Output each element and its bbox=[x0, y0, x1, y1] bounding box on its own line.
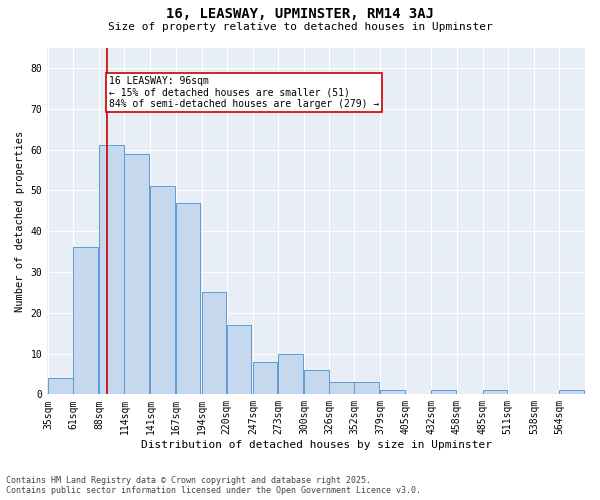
Text: Contains HM Land Registry data © Crown copyright and database right 2025.
Contai: Contains HM Land Registry data © Crown c… bbox=[6, 476, 421, 495]
Text: 16 LEASWAY: 96sqm
← 15% of detached houses are smaller (51)
84% of semi-detached: 16 LEASWAY: 96sqm ← 15% of detached hous… bbox=[109, 76, 379, 110]
Bar bbox=[151, 186, 175, 394]
Bar bbox=[73, 248, 98, 394]
Bar bbox=[48, 378, 73, 394]
Bar bbox=[304, 370, 329, 394]
Bar bbox=[482, 390, 507, 394]
Bar bbox=[278, 354, 302, 395]
Bar bbox=[431, 390, 456, 394]
Bar bbox=[100, 146, 124, 394]
Y-axis label: Number of detached properties: Number of detached properties bbox=[15, 130, 25, 312]
X-axis label: Distribution of detached houses by size in Upminster: Distribution of detached houses by size … bbox=[140, 440, 491, 450]
Text: Size of property relative to detached houses in Upminster: Size of property relative to detached ho… bbox=[107, 22, 493, 32]
Text: 16, LEASWAY, UPMINSTER, RM14 3AJ: 16, LEASWAY, UPMINSTER, RM14 3AJ bbox=[166, 8, 434, 22]
Bar bbox=[380, 390, 405, 394]
Bar bbox=[354, 382, 379, 394]
Bar bbox=[176, 202, 200, 394]
Bar bbox=[253, 362, 277, 394]
Bar bbox=[202, 292, 226, 394]
Bar bbox=[329, 382, 354, 394]
Bar bbox=[227, 325, 251, 394]
Bar bbox=[559, 390, 584, 394]
Bar bbox=[124, 154, 149, 394]
